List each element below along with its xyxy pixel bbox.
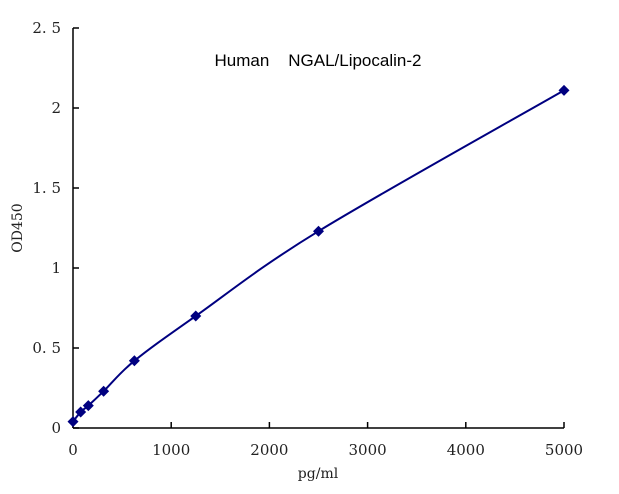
y-tick-label: 0. 5 [32, 339, 61, 357]
x-tick-label: 3000 [349, 441, 387, 459]
y-axis-ticks: 0 0. 5 1 1. 5 2 2. 5 [32, 19, 79, 437]
data-point-marker [128, 355, 140, 367]
data-point-marker [313, 225, 324, 237]
data-point-marker [98, 385, 110, 397]
x-tick-label: 4000 [447, 441, 485, 459]
x-tick-label: 2000 [250, 441, 288, 459]
data-point-marker [82, 400, 94, 412]
chart-title: Human NGAL/Lipocalin-2 [215, 51, 422, 70]
y-axis-title: OD450 [10, 203, 26, 252]
standard-curve-line [72, 89, 565, 423]
x-tick-label: 1000 [152, 441, 190, 459]
data-point-marker [190, 310, 202, 322]
data-point-marker [75, 406, 87, 418]
data-point-marker [67, 416, 79, 428]
x-tick-label: 0 [68, 441, 78, 459]
data-point-markers [67, 84, 570, 428]
axes [72, 28, 564, 429]
x-axis-title: pg/ml [298, 466, 339, 482]
data-point-marker [558, 84, 570, 96]
x-tick-label: 5000 [545, 441, 583, 459]
y-tick-label: 1. 5 [32, 179, 61, 197]
y-tick-label: 2. 5 [32, 19, 61, 37]
y-tick-label: 0 [51, 419, 61, 437]
y-tick-label: 2 [51, 99, 61, 117]
y-tick-label: 1 [51, 259, 61, 277]
x-axis-ticks: 0 1000 2000 3000 4000 5000 [68, 422, 583, 459]
